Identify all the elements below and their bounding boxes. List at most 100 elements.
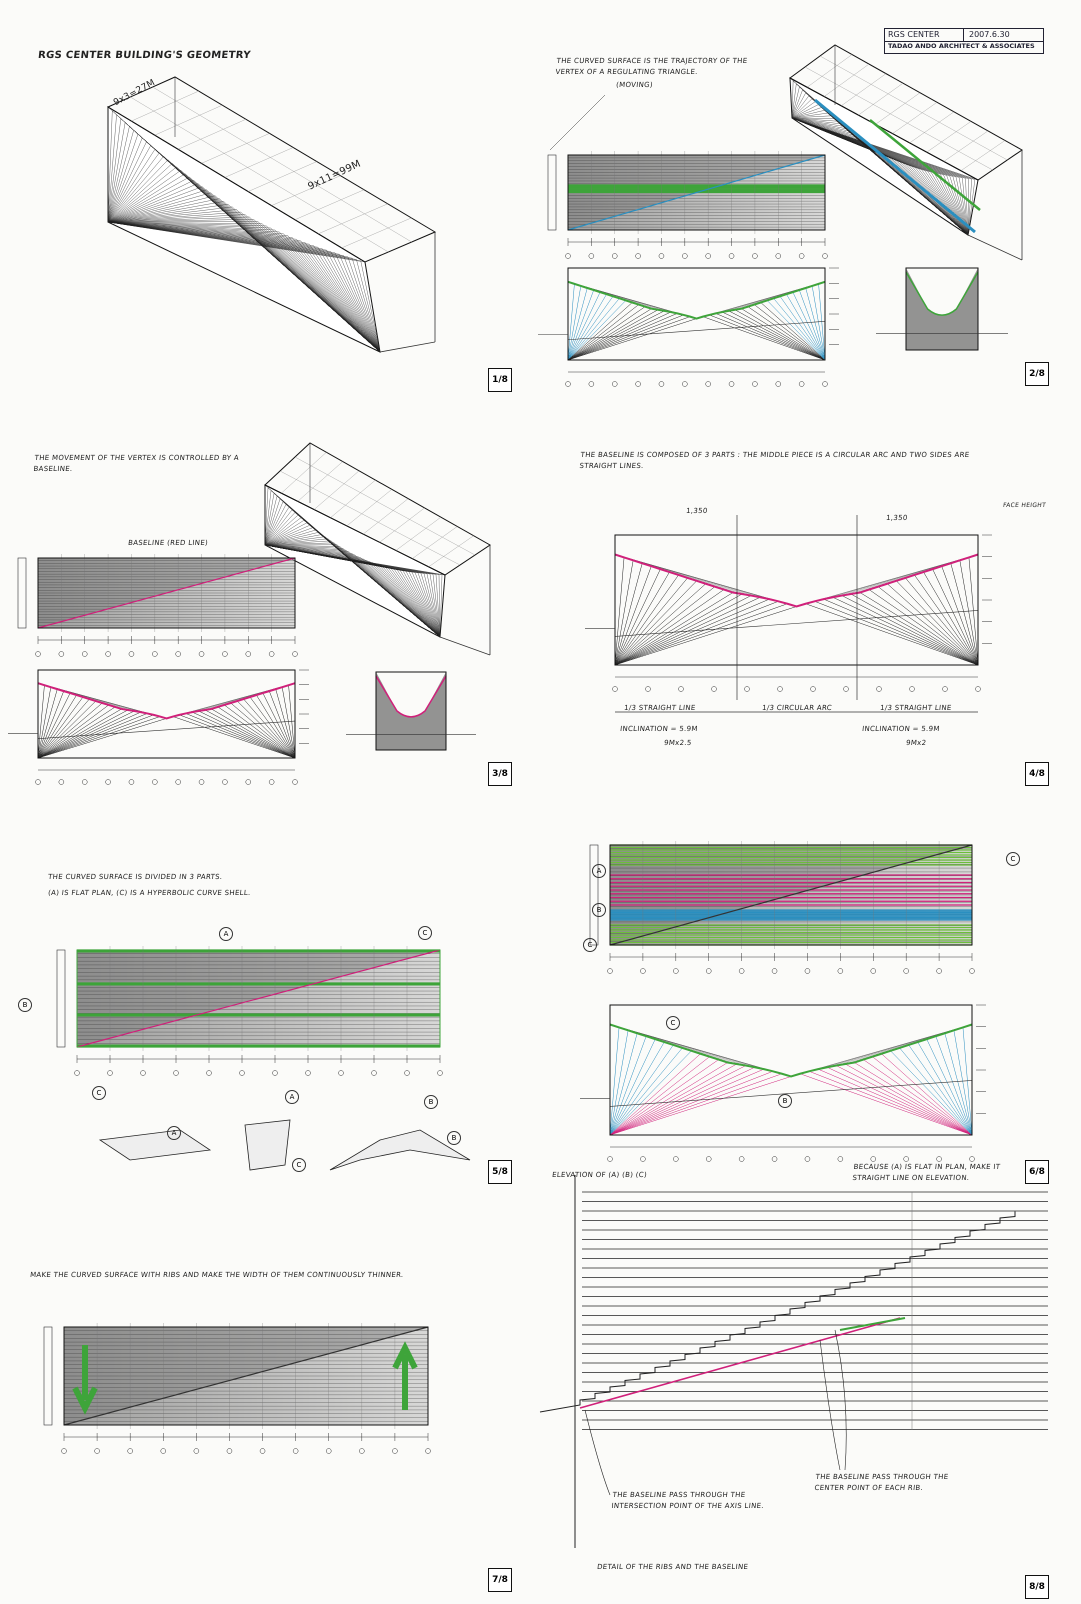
stroke (396, 517, 441, 550)
section-bar (18, 558, 26, 628)
zone-label: A (285, 1090, 299, 1104)
stroke (615, 587, 715, 665)
panel-note: THE CURVED SURFACE IS THE TRAJECTORY OF … (555, 56, 777, 78)
stroke (882, 1054, 973, 1135)
axis-bubble (269, 652, 274, 657)
axis-bubble (339, 1071, 344, 1076)
axis-bubble (970, 969, 975, 974)
panel-note: ELEVATION OF (A) (B) (C) (551, 1170, 647, 1181)
axis-bubble (36, 780, 41, 785)
axis-bubble (326, 1449, 331, 1454)
zone-label: A (167, 1126, 181, 1140)
axis-bubble (589, 254, 594, 259)
annotation: BECAUSE (A) IS FLAT IN PLAN, MAKE IT STR… (852, 1162, 1004, 1184)
stroke (550, 95, 605, 150)
stroke (799, 290, 825, 360)
stroke (761, 303, 825, 361)
axis-bubble (95, 1449, 100, 1454)
stroke (615, 610, 978, 636)
stroke (893, 102, 937, 133)
stroke (610, 1077, 791, 1136)
axis-bubble (904, 1157, 909, 1162)
panel-note: THE BASELINE IS COMPOSED OF 3 PARTS : TH… (579, 450, 1001, 472)
title-stamp: RGS CENTER 2007.6.30 TADAO ANDO ARCHITEC… (884, 28, 1044, 54)
stroke (380, 508, 425, 542)
stamp-office: TADAO ANDO ARCHITECT & ASSOCIATES (888, 42, 1035, 50)
zone-label: C (292, 1158, 306, 1172)
elevation-label: 1,350 (685, 506, 708, 517)
stroke (833, 597, 978, 665)
axis-bubble (772, 1157, 777, 1162)
elevation-label: 1,350 (885, 513, 908, 524)
axis-bubble (589, 382, 594, 387)
stroke (568, 307, 645, 360)
stroke (295, 190, 364, 220)
axis-bubble (640, 1157, 645, 1162)
axis-bubble (199, 780, 204, 785)
axis-bubble (129, 780, 134, 785)
axis-bubble (976, 687, 981, 692)
axis-bubble (75, 1071, 80, 1076)
zone-label: C (583, 938, 597, 952)
stroke (201, 133, 269, 163)
axis-bubble (59, 652, 64, 657)
stroke (615, 607, 797, 666)
axis-bubble (106, 652, 111, 657)
axis-bubble (706, 969, 711, 974)
stroke (38, 709, 122, 758)
axis-bubble (612, 382, 617, 387)
drawing-sheet: RGS CENTER BUILDING'S GEOMETRY RGS CENTE… (0, 0, 1081, 1604)
axis-bubble (141, 1071, 146, 1076)
panel-number: 1/8 (488, 368, 512, 392)
stroke (741, 309, 825, 360)
stroke (38, 718, 167, 758)
axis-bubble (776, 254, 781, 259)
axis-bubble (811, 687, 816, 692)
axis-bubble (937, 1157, 942, 1162)
stroke (809, 1071, 972, 1135)
stroke (872, 1057, 972, 1135)
stamp-project: RGS CENTER (888, 30, 940, 39)
axis-bubble (659, 254, 664, 259)
annotation: BASELINE (RED LINE) (127, 538, 208, 549)
annotation: (MOVING) (615, 80, 653, 91)
panel-note: THE CURVED SURFACE IS DIVIDED IN 3 PARTS… (47, 872, 223, 883)
axis-bubble (306, 1071, 311, 1076)
stroke (440, 637, 490, 655)
zone-label: B (778, 1094, 792, 1108)
stroke (38, 705, 109, 758)
baseline (568, 282, 825, 319)
zone-label: B (424, 1095, 438, 1109)
annotation: THE BASELINE PASS THROUGH THE INTERSECTI… (611, 1490, 793, 1512)
inclination-label: 9Mx2.5 (663, 738, 692, 749)
axis-bubble (799, 382, 804, 387)
stroke (851, 594, 978, 665)
stroke (869, 590, 978, 665)
axis-bubble (269, 780, 274, 785)
stroke (192, 712, 295, 758)
stroke (615, 584, 706, 665)
stroke (38, 707, 115, 758)
stroke (568, 319, 697, 360)
section-bar (548, 155, 556, 230)
stroke (342, 218, 412, 248)
axis-bubble (799, 254, 804, 259)
axis-bubble (682, 254, 687, 259)
drawings (0, 0, 1081, 1604)
stroke (298, 462, 343, 502)
stroke (878, 587, 978, 665)
axis-bubble (772, 969, 777, 974)
stroke (615, 601, 778, 665)
axis-bubble (646, 687, 651, 692)
zone-label: A (219, 927, 233, 941)
stroke (910, 112, 954, 143)
stroke (968, 235, 1022, 260)
axis-bubble (729, 382, 734, 387)
stroke (875, 93, 920, 125)
zone-label: B (447, 1131, 461, 1145)
stroke (858, 83, 903, 115)
axis-bubble (778, 687, 783, 692)
stroke (38, 703, 102, 758)
stroke (568, 315, 684, 360)
axis-bubble (176, 780, 181, 785)
